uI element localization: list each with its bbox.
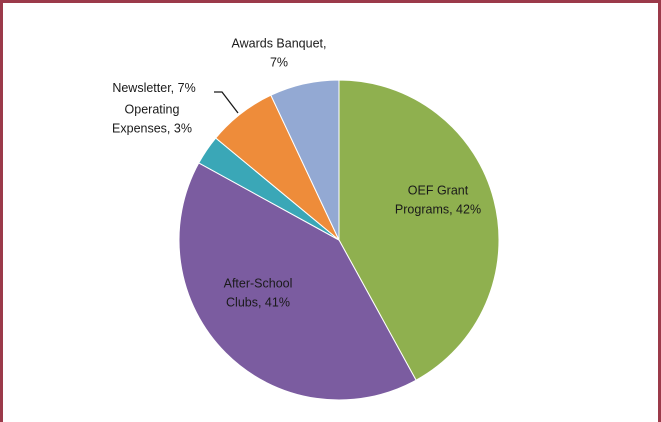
frame-edge bbox=[0, 395, 3, 422]
newsletter-leader-line bbox=[214, 91, 239, 114]
data-label-newsletter: Newsletter, 7% bbox=[112, 81, 195, 95]
data-label-oef-grant-programs: OEF Grant Programs, 42% bbox=[395, 184, 481, 217]
data-label-operating-expenses: Operating Expenses, 3% bbox=[112, 103, 192, 136]
pie-slice-after-school-clubs bbox=[178, 162, 417, 401]
pie-slice-oef-grant-programs bbox=[338, 79, 500, 381]
data-label-awards-banquet: Awards Banquet, 7% bbox=[232, 37, 327, 70]
data-label-after-school-clubs: After-School Clubs, 41% bbox=[224, 277, 293, 310]
pie-slice-awards-banquet bbox=[270, 79, 340, 241]
